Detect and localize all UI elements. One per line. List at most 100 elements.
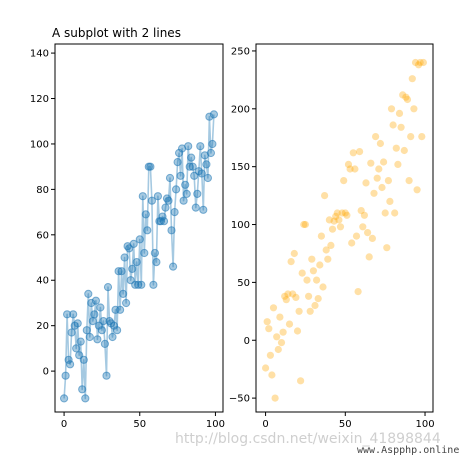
left-data-point [67, 328, 76, 337]
right-data-point [392, 144, 400, 152]
left-data-point [113, 326, 122, 335]
right-data-point [309, 267, 317, 275]
right-data-point [381, 209, 389, 217]
left-data-point [147, 196, 156, 205]
right-axes-frame [255, 43, 434, 413]
left-data-point [97, 326, 107, 335]
left-data-point [199, 205, 208, 214]
left-data-point [60, 394, 69, 403]
left-x-tick-label: 0 [61, 419, 67, 430]
right-data-point [332, 212, 340, 220]
left-data-point [91, 296, 101, 305]
right-y-tick-label: −50 [229, 394, 250, 405]
right-data-point [386, 197, 394, 205]
left-data-point [167, 226, 176, 235]
left-y-tick-label: 80 [36, 185, 49, 196]
right-data-point [405, 177, 413, 185]
left-data-point [78, 385, 87, 394]
right-data-point [383, 244, 391, 252]
right-data-point [373, 174, 381, 182]
left-data-point [129, 239, 138, 248]
right-data-point [268, 371, 276, 379]
left-y-tick-label: 20 [36, 321, 49, 332]
right-data-point [352, 232, 361, 240]
left-data-point [135, 235, 144, 244]
right-data-point [287, 258, 295, 266]
right-data-point [413, 186, 421, 194]
right-data-point [338, 209, 346, 217]
left-data-point [100, 339, 110, 348]
right-data-point [343, 211, 351, 219]
right-data-point [295, 307, 303, 315]
left-data-point [152, 258, 161, 267]
left-data-point [206, 148, 215, 158]
left-data-point [172, 185, 181, 194]
right-data-point [330, 217, 338, 225]
right-data-point [316, 261, 324, 269]
left-data-point [128, 264, 137, 273]
left-data-point [197, 169, 206, 178]
right-data-point [293, 327, 302, 335]
right-data-point [400, 146, 408, 155]
right-y-tick-label: 100 [231, 220, 250, 231]
right-data-point [360, 211, 368, 219]
left-data-point [153, 192, 162, 201]
right-data-point [325, 216, 333, 224]
right-data-point [419, 58, 427, 67]
left-y-tick-label: 40 [36, 276, 49, 287]
right-data-point [389, 121, 397, 129]
right-data-point [301, 220, 309, 229]
right-data-point [273, 333, 281, 341]
right-data-point [277, 339, 286, 347]
left-data-point [181, 180, 190, 189]
right-data-point [349, 149, 357, 157]
right-data-point [303, 276, 311, 284]
right-data-point [399, 91, 407, 99]
left-data-point [164, 196, 173, 205]
right-data-point [370, 189, 378, 197]
left-ticks: 0 50 100 0 20 40 60 80 100 120 140 [30, 49, 225, 430]
left-data-point [87, 298, 96, 308]
right-data-point [348, 239, 356, 247]
left-data-point [176, 171, 185, 180]
right-data-point [362, 179, 370, 187]
right-data-point [319, 283, 327, 291]
right-data-point [397, 123, 405, 131]
right-data-point [290, 249, 298, 258]
left-x-tick-label: 50 [133, 419, 146, 430]
left-data-point [84, 289, 93, 298]
right-data-point [407, 133, 415, 141]
right-data-point [378, 183, 386, 192]
left-data-point [193, 189, 202, 198]
left-plot-area [60, 110, 218, 403]
left-data-point [122, 298, 131, 308]
right-data-point [276, 313, 284, 321]
right-data-point [415, 61, 423, 69]
left-data-point [191, 203, 200, 212]
left-data-point [141, 210, 150, 219]
right-data-point [265, 325, 273, 333]
left-y-tick-label: 0 [43, 367, 49, 378]
right-plot-area [262, 58, 427, 402]
right-data-point [357, 207, 365, 215]
left-data-point [69, 310, 78, 319]
right-data-point [284, 290, 292, 298]
right-data-point [281, 292, 289, 300]
left-data-point [159, 217, 169, 226]
right-data-point [376, 139, 384, 148]
right-data-point [285, 320, 294, 328]
right-data-point [372, 133, 380, 141]
left-data-point [96, 303, 105, 312]
left-data-point [82, 326, 91, 335]
right-data-point [368, 234, 376, 242]
left-y-tick-label: 140 [30, 49, 49, 60]
right-data-point [341, 209, 349, 217]
left-data-point [116, 305, 125, 314]
right-data-point [391, 209, 399, 217]
right-data-point [344, 160, 353, 168]
left-data-point [208, 139, 217, 149]
left-data-point [205, 112, 214, 121]
right-data-point [306, 307, 314, 315]
right-data-point [333, 209, 341, 217]
